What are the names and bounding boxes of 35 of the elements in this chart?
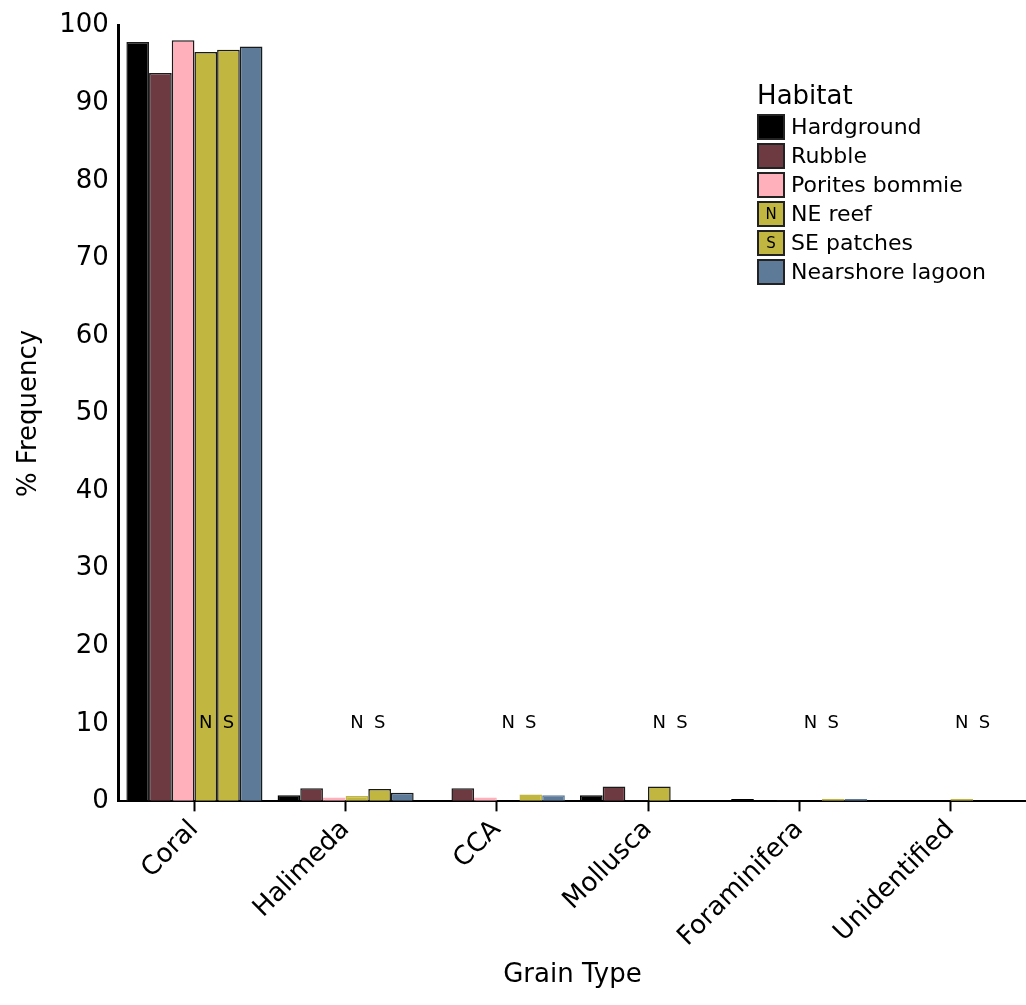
y-tick-label: 100 [59,8,109,39]
x-tick-label: CCA [446,813,506,873]
y-tick-label: 80 [75,163,109,194]
legend-label: Nearshore lagoon [791,259,986,284]
y-tick-label: 20 [75,628,109,659]
y-axis-title: % Frequency [12,329,43,498]
legend-label: Porites bommie [791,172,963,197]
legend-title: Habitat [757,80,854,110]
legend-label: Rubble [791,143,867,168]
annotation: S [978,711,991,733]
annotation: S [676,711,688,733]
annotation: N [501,711,515,733]
text: N [765,204,777,223]
annotation: S [827,711,839,733]
y-tick-label: 70 [75,241,109,272]
x-axis-title: Grain Type [503,958,642,989]
annotation: N [199,711,213,733]
y-tick-label: 60 [75,318,109,349]
annotation: S [373,711,386,733]
annotation: N [955,711,969,733]
legend-label: NE reef [791,201,872,226]
y-tick-label: 40 [75,473,109,504]
y-tick-label: 90 [75,85,109,116]
text: S [766,233,776,252]
legend-label: SE patches [791,230,914,255]
legend-label: Hardground [791,114,922,139]
annotation: N [803,711,818,733]
y-tick-label: 30 [75,551,109,582]
annotation: S [525,711,537,733]
y-tick-label: 10 [75,706,109,737]
y-tick-label: 0 [92,784,109,815]
annotation: S [222,711,235,733]
y-tick-label: 50 [75,396,109,427]
annotation: N [350,711,364,733]
annotation: N [652,711,667,733]
